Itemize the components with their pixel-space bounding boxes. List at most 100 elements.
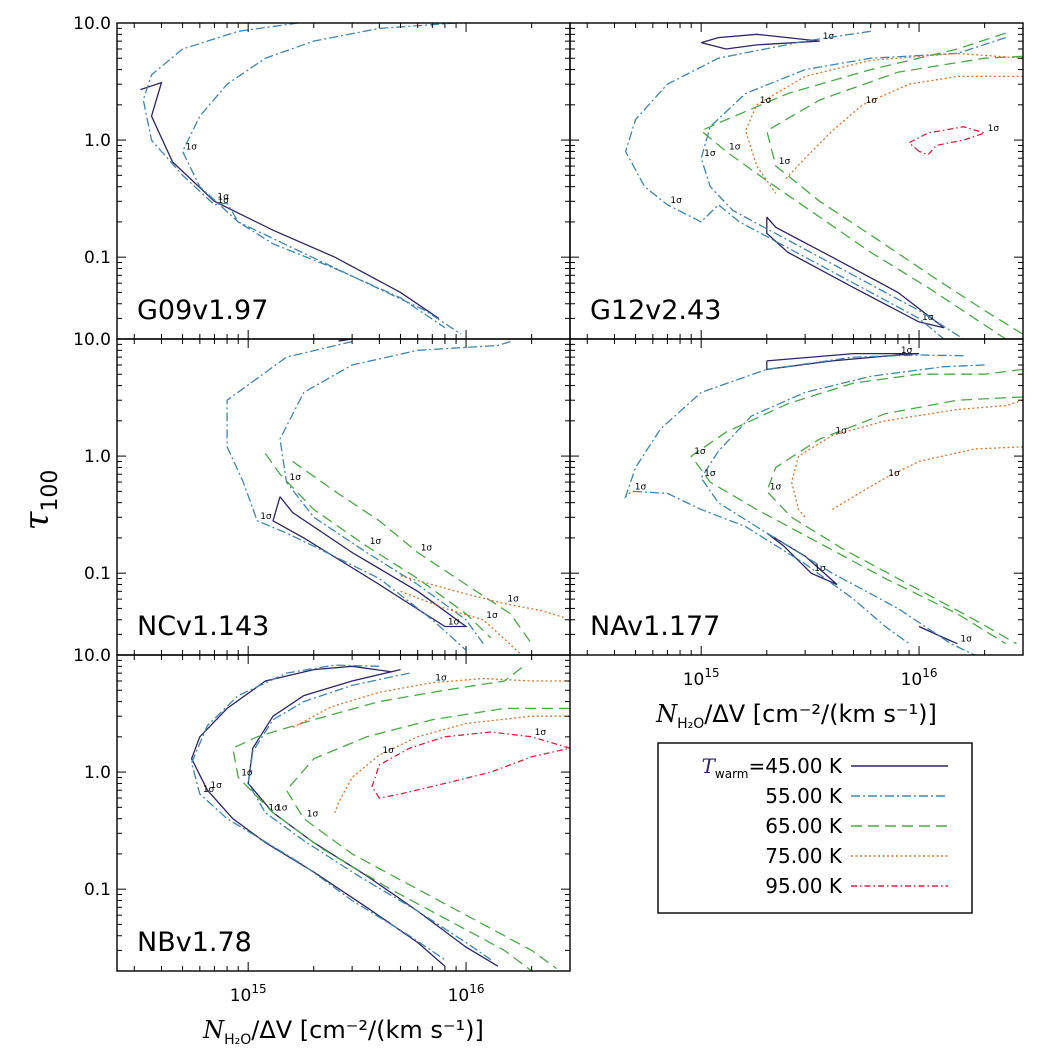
contour-line-4500k (338, 339, 353, 342)
contour-level-label: 1σ (370, 537, 382, 547)
contour-level-label: 1σ (217, 192, 229, 202)
legend-label: 95.00 K (765, 874, 843, 898)
contour-level-label: 1σ (241, 768, 253, 778)
contour-line-7500k (334, 715, 570, 813)
contour-line-7500k (790, 399, 1023, 518)
contour-line-6500k (232, 667, 532, 971)
contour-line-4500k (140, 81, 440, 319)
contour-line-6500k (285, 707, 570, 970)
y-tick-label: 10.0 (73, 330, 111, 350)
panel-frame (116, 22, 571, 340)
contour-line-5500k (181, 23, 462, 335)
contour-line-7500k (831, 446, 1023, 511)
contour-line-6500k (292, 460, 533, 645)
contour-level-label: 1σ (760, 96, 772, 106)
panel-title: NBv1.78 (137, 927, 252, 958)
contour-line-4500k (190, 665, 446, 967)
panel-title: G12v2.43 (590, 295, 721, 326)
y-tick-label: 10.0 (73, 14, 111, 34)
x-tick-label: 1016 (448, 982, 485, 1006)
contour-level-label: 1σ (888, 469, 900, 479)
x-tick-label: 1015 (683, 666, 720, 690)
contour-line-4500k (766, 352, 920, 371)
y-tick-label: 10.0 (73, 646, 111, 666)
contour-line-6500k (766, 396, 1023, 645)
contour-line-5500k (247, 672, 492, 961)
contour-line-7500k (744, 52, 1023, 194)
contour-level-label: 1σ (203, 785, 215, 795)
contour-level-label: 1σ (694, 447, 706, 457)
contour-level-label: 1σ (486, 611, 498, 621)
contour-level-label: 1σ (507, 595, 519, 605)
contour-line-6500k (264, 453, 492, 639)
panel-frame (116, 654, 571, 972)
contour-level-label: 1σ (268, 804, 280, 814)
contour-level-label: 1σ (276, 804, 288, 814)
contour-line-5500k (700, 364, 985, 655)
legend-label: Twarm=45.00 K (702, 754, 843, 781)
contour-line-6500k (690, 368, 1023, 645)
contour-level-label: 1σ (186, 142, 198, 152)
legend-label: 75.00 K (765, 844, 843, 868)
contour-level-label: 1σ (835, 426, 847, 436)
x-tick-label: 1016 (901, 666, 938, 690)
contour-level-label: 1σ (260, 512, 272, 522)
legend: Twarm=45.00 K 55.00 K 65.00 K 75.00 K 95.00 … (657, 742, 973, 914)
y-tick-label: 1.0 (84, 131, 111, 151)
contour-level-label: 1σ (779, 157, 791, 167)
y-tick-label: 1.0 (84, 447, 111, 467)
panel-title: NAv1.177 (590, 611, 720, 642)
contour-level-label: 1σ (988, 124, 1000, 134)
contour-line-5500k (624, 354, 964, 645)
legend-label: 55.00 K (765, 784, 843, 808)
contour-level-label: 1σ (217, 196, 229, 206)
contour-line-5500k (700, 36, 1006, 339)
contour-line-6500k (699, 32, 1007, 339)
contour-level-label: 1σ (814, 564, 826, 574)
contour-line-9500k (371, 731, 570, 799)
contour-line-4500k (247, 668, 499, 967)
panel-nav1-177: 1σ 1σ 1σ 1σ 1σ 1σ 1σ 1σ 1σ NAv1.177 (569, 338, 1024, 656)
contour-line-4500k (918, 625, 958, 645)
panel-ncv1-143: 1σ 1σ 1σ 1σ 1σ 1σ 1σ 1σ NCv1.143 (116, 332, 571, 656)
contour-level-label: 1σ (922, 313, 934, 323)
contour-line-5500k (279, 340, 511, 645)
contour-level-label: 1σ (729, 142, 741, 152)
contour-level-label: 1σ (960, 635, 972, 645)
contour-line-5500k (190, 664, 446, 961)
contour-level-label: 1σ (448, 618, 460, 628)
contour-level-label: 1σ (901, 346, 913, 356)
y-tick-label: 0.1 (84, 880, 111, 900)
contour-level-label: 1σ (290, 473, 302, 483)
contour-line-5500k (226, 340, 467, 651)
x-axis-title: NH₂O/ΔV [cm⁻²/(km s⁻¹)] (655, 700, 937, 732)
panel-frame (569, 22, 1024, 340)
contour-group: 1σ 1σ 1σ 1σ 1σ 1σ 1σ 1σ (226, 332, 564, 655)
panel-title: G09v1.97 (137, 295, 268, 326)
contour-level-label: 1σ (635, 482, 647, 492)
contour-line-4500k (766, 532, 838, 586)
y-tick-label: 1.0 (84, 763, 111, 783)
panel-title: NCv1.143 (137, 611, 269, 642)
contour-level-label: 1σ (421, 544, 433, 554)
contour-line-4500k (701, 33, 820, 50)
contour-level-label: 1σ (865, 96, 877, 106)
contour-line-5500k (624, 30, 945, 339)
contour-level-label: 1σ (704, 149, 716, 159)
contour-level-label: 1σ (535, 728, 547, 738)
contour-level-label: 1σ (770, 482, 782, 492)
legend-frame (657, 742, 973, 914)
contour-level-label: 1σ (307, 810, 319, 820)
panel-frame (569, 338, 1024, 656)
contour-level-label: 1σ (210, 781, 222, 791)
legend-label: 65.00 K (765, 814, 843, 838)
contour-line-4500k (272, 496, 468, 628)
contour-level-label: 1σ (342, 332, 354, 342)
y-tick-label: 0.1 (84, 248, 111, 268)
contour-level-label: 1σ (382, 746, 394, 756)
